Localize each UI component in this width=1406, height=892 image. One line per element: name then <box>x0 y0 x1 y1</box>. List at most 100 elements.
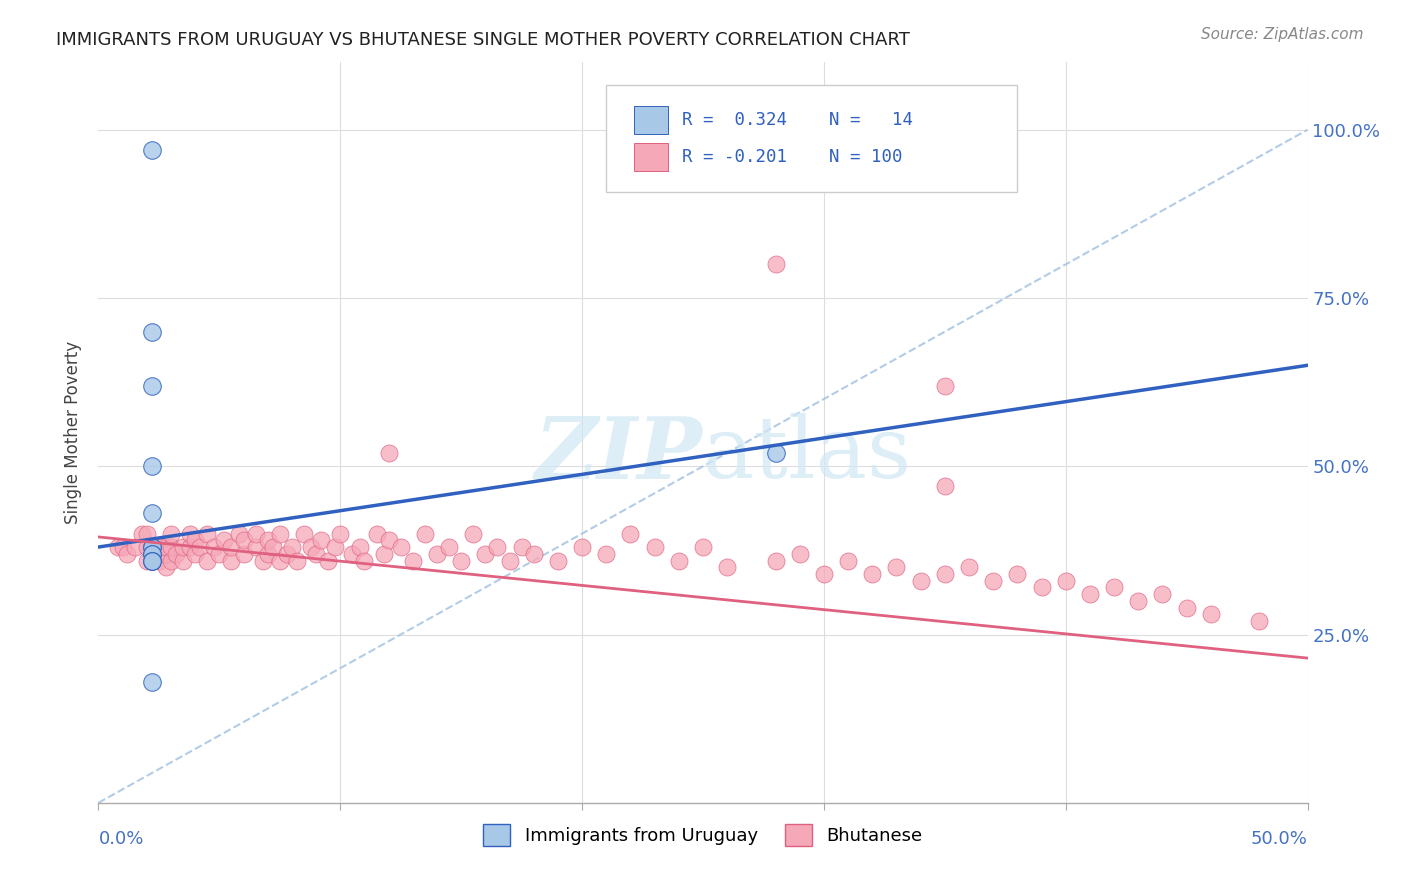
FancyBboxPatch shape <box>634 106 668 135</box>
Point <box>184 547 207 561</box>
Point <box>155 560 177 574</box>
Point <box>141 547 163 561</box>
Point <box>510 540 533 554</box>
Point <box>148 540 170 554</box>
Point <box>232 533 254 548</box>
Point <box>934 378 956 392</box>
Point <box>221 540 243 554</box>
Text: R =  0.324    N =   14: R = 0.324 N = 14 <box>682 112 914 129</box>
Point <box>172 540 194 554</box>
Point <box>141 547 163 561</box>
Point <box>437 540 460 554</box>
Legend: Immigrants from Uruguay, Bhutanese: Immigrants from Uruguay, Bhutanese <box>477 816 929 853</box>
Point <box>957 560 980 574</box>
Point <box>256 547 278 561</box>
Point <box>305 547 328 561</box>
Point <box>377 533 399 548</box>
Point <box>716 560 738 574</box>
Point <box>1007 566 1029 581</box>
Point <box>668 553 690 567</box>
Point <box>124 540 146 554</box>
Point <box>141 143 163 157</box>
Point <box>309 533 332 548</box>
Point <box>256 533 278 548</box>
Point <box>245 526 267 541</box>
Point <box>523 547 546 561</box>
Point <box>1078 587 1101 601</box>
Point <box>316 553 339 567</box>
Point <box>981 574 1004 588</box>
Point <box>595 547 617 561</box>
Point <box>195 553 218 567</box>
Point <box>135 553 157 567</box>
Point <box>349 540 371 554</box>
Point <box>498 553 520 567</box>
Point <box>141 553 163 567</box>
Point <box>450 553 472 567</box>
Point <box>765 446 787 460</box>
Point <box>204 540 226 554</box>
Point <box>1031 581 1053 595</box>
Point <box>160 540 183 554</box>
Point <box>212 533 235 548</box>
Point <box>389 540 412 554</box>
Point <box>208 547 231 561</box>
Point <box>1199 607 1222 622</box>
Point <box>292 526 315 541</box>
Point <box>141 459 163 474</box>
Point <box>281 540 304 554</box>
Point <box>179 540 201 554</box>
Point <box>571 540 593 554</box>
Point <box>1128 594 1150 608</box>
Point <box>141 325 163 339</box>
Point <box>262 540 284 554</box>
Point <box>179 526 201 541</box>
Point <box>426 547 449 561</box>
Point <box>910 574 932 588</box>
Point <box>141 547 163 561</box>
Point <box>366 526 388 541</box>
Point <box>373 547 395 561</box>
Text: IMMIGRANTS FROM URUGUAY VS BHUTANESE SINGLE MOTHER POVERTY CORRELATION CHART: IMMIGRANTS FROM URUGUAY VS BHUTANESE SIN… <box>56 31 910 49</box>
Text: R = -0.201    N = 100: R = -0.201 N = 100 <box>682 148 903 166</box>
Point <box>135 540 157 554</box>
Point <box>934 479 956 493</box>
Point <box>813 566 835 581</box>
Point <box>269 553 291 567</box>
Point <box>252 553 274 567</box>
Point <box>299 540 322 554</box>
Point <box>232 547 254 561</box>
Point <box>353 553 375 567</box>
Point <box>886 560 908 574</box>
Point <box>141 507 163 521</box>
Point <box>692 540 714 554</box>
Point <box>1249 614 1271 628</box>
Point <box>228 526 250 541</box>
Point <box>245 540 267 554</box>
Point <box>1054 574 1077 588</box>
Point <box>619 526 641 541</box>
Point <box>276 547 298 561</box>
Point <box>117 547 139 561</box>
Text: ZIP: ZIP <box>536 413 703 497</box>
Point <box>141 553 163 567</box>
Text: atlas: atlas <box>703 413 912 497</box>
Point <box>342 547 364 561</box>
Point <box>402 553 425 567</box>
Point <box>141 553 163 567</box>
Point <box>1175 600 1198 615</box>
Point <box>644 540 666 554</box>
Point <box>188 540 211 554</box>
Y-axis label: Single Mother Poverty: Single Mother Poverty <box>65 341 83 524</box>
Point <box>329 526 352 541</box>
Point <box>413 526 436 541</box>
Point <box>155 540 177 554</box>
Point <box>160 553 183 567</box>
Point <box>765 257 787 271</box>
Point <box>195 526 218 541</box>
Point <box>155 547 177 561</box>
Point <box>285 553 308 567</box>
Point <box>160 526 183 541</box>
Point <box>111 540 134 554</box>
Point <box>486 540 509 554</box>
